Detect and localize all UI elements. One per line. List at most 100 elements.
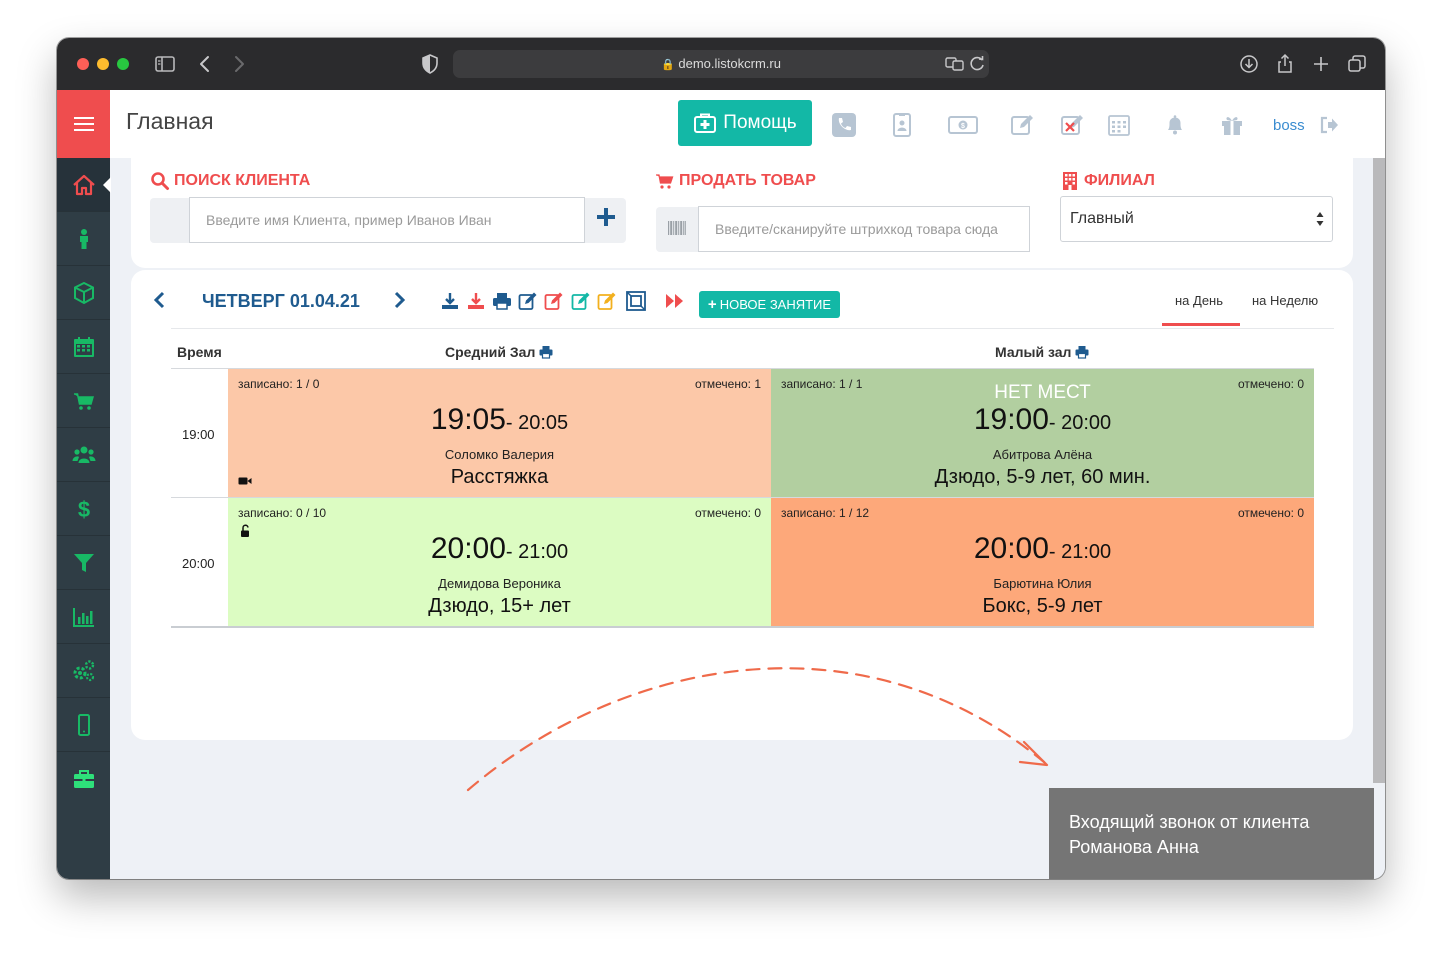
fast-forward-icon[interactable] [665, 291, 685, 311]
browser-toolbar: 🔒 demo.listokcrm.ru [57, 38, 1385, 90]
svg-text:$: $ [961, 123, 965, 130]
attended-count: отмечено: 0 [1238, 377, 1304, 391]
print-icon[interactable] [539, 345, 553, 359]
sidebar-item-calendar[interactable] [57, 320, 110, 374]
client-search-label: ПОИСК КЛИЕНТА [150, 171, 310, 191]
lesson-teacher: Демидова Вероника [438, 576, 561, 591]
lesson-card[interactable]: записано: 1 / 0 отмечено: 1 19:05- 20:05… [228, 369, 771, 497]
barcode-icon [667, 220, 687, 236]
previous-day-button[interactable] [152, 291, 166, 309]
filter-icon [73, 553, 94, 572]
sidebar-item-clients[interactable] [57, 212, 110, 266]
new-lesson-button[interactable]: + НОВОЕ ЗАНЯТИЕ [699, 291, 840, 318]
close-window-button[interactable] [77, 58, 89, 70]
sidebar-item-mobile[interactable] [57, 698, 110, 752]
sidebar-item-finance[interactable]: $ [57, 482, 110, 536]
enrolled-count: записано: 1 / 1 [781, 377, 863, 391]
sidebar-item-shop[interactable] [57, 374, 110, 428]
edit-teal-icon[interactable] [571, 291, 591, 311]
lesson-teacher: Барютина Юлия [993, 576, 1092, 591]
edit-red-icon[interactable] [544, 291, 564, 311]
browser-window: 🔒 demo.listokcrm.ru [57, 38, 1385, 879]
sidebar-item-home[interactable] [57, 158, 111, 212]
privacy-shield-icon[interactable] [418, 52, 442, 76]
tab-day[interactable]: на День [1175, 293, 1224, 308]
sidebar-item-settings[interactable] [57, 644, 110, 698]
time-slot-label: 19:00 [182, 427, 215, 442]
phone-icon[interactable] [831, 112, 857, 138]
edit-yellow-icon[interactable] [597, 291, 617, 311]
page-scrollbar[interactable] [1373, 158, 1385, 783]
column-header-room-2: Малый зал [995, 344, 1089, 360]
downloads-icon[interactable] [1237, 52, 1261, 76]
hamburger-icon [73, 117, 94, 131]
lesson-card[interactable]: записано: 1 / 1 отмечено: 0 НЕТ МЕСТ 19:… [771, 369, 1314, 497]
branch-label: ФИЛИАЛ [1060, 171, 1155, 191]
search-icon [151, 172, 169, 190]
add-client-button[interactable] [595, 206, 617, 228]
sidebar-item-products[interactable] [57, 266, 110, 320]
forward-icon[interactable] [227, 52, 251, 76]
column-header-time: Время [177, 344, 222, 360]
copy-schedule-icon[interactable] [626, 291, 646, 311]
translate-icon[interactable] [943, 52, 967, 76]
sidebar-item-funnel[interactable] [57, 536, 110, 590]
lesson-card[interactable]: записано: 1 / 12 отмечено: 0 20:00- 21:0… [771, 498, 1314, 626]
next-day-button[interactable] [393, 291, 407, 309]
sidebar-toggle-icon[interactable] [153, 52, 177, 76]
branch-select[interactable]: Главный [1060, 196, 1333, 242]
back-icon[interactable] [193, 52, 217, 76]
user-name-link[interactable]: boss [1273, 117, 1305, 134]
menu-toggle-button[interactable] [57, 90, 110, 158]
tab-week[interactable]: на Неделю [1252, 293, 1319, 308]
address-bar[interactable]: 🔒 demo.listokcrm.ru [453, 50, 989, 78]
gift-icon[interactable] [1219, 112, 1245, 138]
app-header: Главная Помощь $ [110, 90, 1385, 158]
help-button[interactable]: Помощь [678, 100, 812, 146]
chevron-right-icon [394, 291, 406, 309]
edit-blue-icon[interactable] [518, 291, 538, 311]
zoom-window-button[interactable] [117, 58, 129, 70]
sidebar: $ [57, 90, 111, 879]
print-icon[interactable] [492, 291, 512, 311]
lesson-time: 20:00- 21:00 [771, 532, 1314, 566]
sidebar-item-business[interactable] [57, 752, 110, 806]
id-badge-icon[interactable] [889, 112, 915, 138]
tab-overview-icon[interactable] [1345, 52, 1369, 76]
lesson-start-time: 20:00 [973, 532, 1049, 565]
edit-cancel-icon[interactable] [1060, 112, 1086, 138]
schedule-grid-icon[interactable] [1106, 112, 1132, 138]
branch-select-value: Главный [1070, 210, 1134, 227]
logout-icon[interactable] [1318, 114, 1340, 136]
table-row-divider [171, 626, 1314, 628]
minimize-window-button[interactable] [97, 58, 109, 70]
enrolled-count: записано: 0 / 10 [238, 506, 327, 520]
sidebar-item-reports[interactable] [57, 590, 110, 644]
new-tab-icon[interactable] [1309, 52, 1333, 76]
lesson-teacher: Абитрова Алёна [992, 447, 1093, 462]
bell-icon[interactable] [1162, 112, 1188, 138]
client-search-input[interactable] [189, 197, 585, 243]
print-icon[interactable] [1075, 345, 1089, 359]
client-search-label-text: ПОИСК КЛИЕНТА [174, 172, 311, 189]
time-slot-label: 20:00 [182, 556, 215, 571]
download-blue-icon[interactable] [440, 291, 460, 311]
reload-icon[interactable] [965, 52, 989, 76]
schedule-panel: ЧЕТВЕРГ 01.04.21 [131, 270, 1353, 740]
column-header-time-text: Время [177, 344, 222, 360]
cash-icon[interactable]: $ [948, 112, 978, 138]
incoming-call-toast[interactable]: Входящий звонок от клиента Романова Анна [1049, 788, 1374, 879]
download-red-icon[interactable] [466, 291, 486, 311]
edit-icon[interactable] [1010, 112, 1036, 138]
schedule-date: ЧЕТВЕРГ 01.04.21 [202, 291, 360, 311]
branch-label-text: ФИЛИАЛ [1084, 172, 1155, 189]
attended-count: отмечено: 0 [695, 506, 761, 520]
share-icon[interactable] [1273, 52, 1297, 76]
sell-product-label: ПРОДАТЬ ТОВАР [655, 171, 816, 191]
sidebar-item-groups[interactable] [57, 428, 110, 482]
lesson-time: 20:00- 21:00 [228, 532, 771, 566]
quick-actions-panel: ПОИСК КЛИЕНТА ПРОДАТЬ ТОВАР ФИЛИАЛ Главн [131, 158, 1353, 268]
barcode-input[interactable] [698, 206, 1030, 252]
cart-icon [656, 174, 674, 189]
lesson-card[interactable]: записано: 0 / 10 отмечено: 0 20:00- 21:0… [228, 498, 771, 626]
